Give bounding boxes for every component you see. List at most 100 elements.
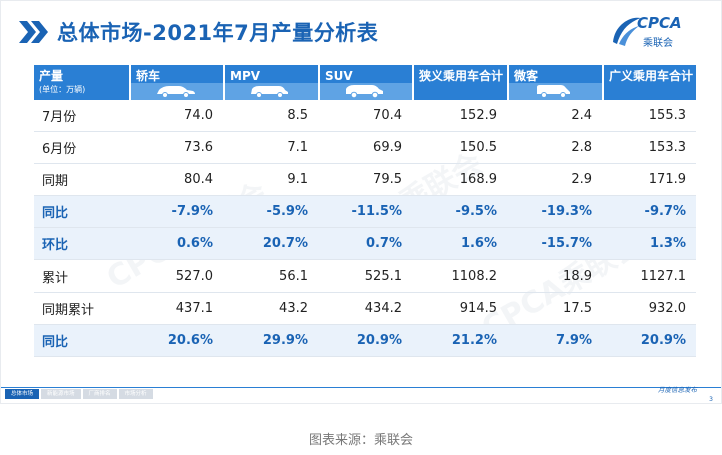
footer-tab-overall[interactable]: 总体市场 — [5, 389, 40, 399]
table-cell: 69.9 — [373, 140, 402, 156]
table-cell: 168.9 — [459, 172, 497, 188]
table-cell: 2.4 — [571, 108, 592, 124]
column-header-label: MPV — [230, 69, 261, 83]
header-corner-label: 产量 — [39, 69, 64, 83]
row-label: 同期 — [42, 174, 69, 190]
table-cell: 152.9 — [459, 108, 497, 124]
logo-subtext: 乘联会 — [643, 38, 673, 49]
row-label: 同比 — [42, 206, 69, 222]
title-row: 总体市场-2021年7月产量分析表 — [19, 15, 378, 49]
footer-divider — [1, 387, 721, 388]
row-label: 6月份 — [42, 142, 77, 158]
footer-meta: 月度信息发布 — [658, 386, 697, 394]
table-cell: 1.3% — [649, 236, 686, 252]
table-cell: -15.7% — [541, 236, 593, 252]
column-header-broad-total: 广义乘用车合计 — [602, 65, 696, 100]
table-cell: 437.1 — [175, 300, 213, 316]
table-row-highlight: 同比 -7.9% -5.9% -11.5% -9.5% -19.3% -9.7% — [34, 196, 696, 229]
column-header-minivan: 微客 — [507, 65, 602, 100]
column-header-sedan: 轿车 — [129, 65, 223, 100]
table-cell: 7.1 — [287, 140, 308, 156]
table-cell: 155.3 — [648, 108, 686, 124]
table-cell: 56.1 — [279, 268, 308, 284]
table-row: 累计 527.0 56.1 525.1 1108.2 18.9 1127.1 — [34, 260, 696, 293]
table-cell: -7.9% — [171, 204, 213, 220]
column-header-label: 微客 — [514, 69, 539, 83]
table-cell: -19.3% — [541, 204, 593, 220]
row-label: 同比 — [42, 334, 69, 350]
table-cell: 153.3 — [648, 140, 686, 156]
table-cell: 171.9 — [648, 172, 686, 188]
suv-icon — [346, 85, 383, 98]
column-header-mpv: MPV — [223, 65, 318, 100]
column-header-narrow-total: 狭义乘用车合计 — [412, 65, 507, 100]
row-label: 7月份 — [42, 110, 77, 126]
table-cell: 0.7% — [365, 236, 402, 252]
mpv-icon — [251, 86, 288, 98]
table-cell: 73.6 — [184, 140, 213, 156]
table-row: 同期 80.4 9.1 79.5 168.9 2.9 171.9 — [34, 164, 696, 197]
slide: 总体市场-2021年7月产量分析表 CPCA 乘联会 CPCA乘联会 CPCA乘… — [0, 0, 722, 404]
table-cell: 20.9% — [640, 332, 686, 348]
footer-tab-ranking[interactable]: 厂商排名 — [82, 389, 117, 399]
row-label: 累计 — [42, 270, 69, 286]
table-row: 同期累计 437.1 43.2 434.2 914.5 17.5 932.0 — [34, 293, 696, 325]
table-cell: 74.0 — [184, 108, 213, 124]
column-header-label: SUV — [325, 69, 353, 83]
chevron-right-icon — [19, 21, 49, 43]
table-cell: 1.6% — [460, 236, 497, 252]
column-header-label: 广义乘用车合计 — [609, 69, 694, 83]
page-number: 3 — [709, 396, 713, 403]
table-cell: 20.9% — [356, 332, 402, 348]
table-row-highlight: 环比 0.6% 20.7% 0.7% 1.6% -15.7% 1.3% — [34, 228, 696, 261]
footer-tab-analysis[interactable]: 市场分析 — [118, 389, 153, 399]
table-cell: 932.0 — [648, 300, 686, 316]
cpca-logo-icon: CPCA 乘联会 — [609, 12, 697, 52]
table-row-highlight: 同比 20.6% 29.9% 20.9% 21.2% 7.9% 20.9% — [34, 324, 696, 357]
table-cell: -9.7% — [644, 204, 686, 220]
table-cell: 7.9% — [555, 332, 592, 348]
sedan-icon — [157, 86, 195, 98]
table-cell: 20.6% — [167, 332, 213, 348]
minivan-icon — [537, 85, 570, 98]
header-corner: 产量 (单位：万辆) — [34, 65, 129, 100]
table-cell: 1127.1 — [640, 268, 687, 284]
column-header-suv: SUV — [318, 65, 412, 100]
table-cell: 79.5 — [373, 172, 402, 188]
table-cell: 0.6% — [176, 236, 213, 252]
table-cell: 80.4 — [184, 172, 213, 188]
table-cell: 525.1 — [364, 268, 402, 284]
table-cell: 914.5 — [459, 300, 497, 316]
row-label: 同期累计 — [42, 302, 95, 318]
slide-footer: 总体市场 新能源市场 厂商排名 市场分析 月度信息发布 3 — [1, 384, 721, 403]
production-table: 产量 (单位：万辆) 轿车 MPV SUV — [34, 65, 696, 357]
table-cell: 43.2 — [279, 300, 308, 316]
table-cell: 2.9 — [571, 172, 592, 188]
table-cell: 18.9 — [563, 268, 592, 284]
table-cell: -9.5% — [455, 204, 497, 220]
table-row: 7月份 74.0 8.5 70.4 152.9 2.4 155.3 — [34, 100, 696, 133]
logo-text: CPCA — [637, 14, 682, 32]
table-cell: -11.5% — [351, 204, 403, 220]
image-caption: 图表来源：乘联会 — [308, 433, 413, 448]
table-cell: 8.5 — [287, 108, 308, 124]
table-cell: 150.5 — [459, 140, 497, 156]
table-row: 6月份 73.6 7.1 69.9 150.5 2.8 153.3 — [34, 132, 696, 165]
page-title: 总体市场-2021年7月产量分析表 — [57, 21, 379, 45]
header-unit: (单位：万辆) — [39, 85, 86, 94]
table-cell: 17.5 — [563, 300, 592, 316]
table-cell: 1108.2 — [451, 268, 498, 284]
table-cell: 29.9% — [262, 332, 308, 348]
table-cell: 20.7% — [262, 236, 308, 252]
table-cell: 2.8 — [571, 140, 592, 156]
column-header-label: 轿车 — [136, 69, 161, 83]
table-cell: 9.1 — [287, 172, 308, 188]
row-label: 环比 — [42, 238, 69, 254]
table-cell: 70.4 — [373, 108, 402, 124]
table-cell: 434.2 — [364, 300, 402, 316]
column-header-label: 狭义乘用车合计 — [419, 69, 504, 83]
table-cell: 527.0 — [175, 268, 213, 284]
footer-tabs: 总体市场 新能源市场 厂商排名 市场分析 — [5, 389, 155, 399]
table-header: 产量 (单位：万辆) 轿车 MPV SUV — [34, 65, 696, 100]
footer-tab-nev[interactable]: 新能源市场 — [41, 389, 81, 399]
